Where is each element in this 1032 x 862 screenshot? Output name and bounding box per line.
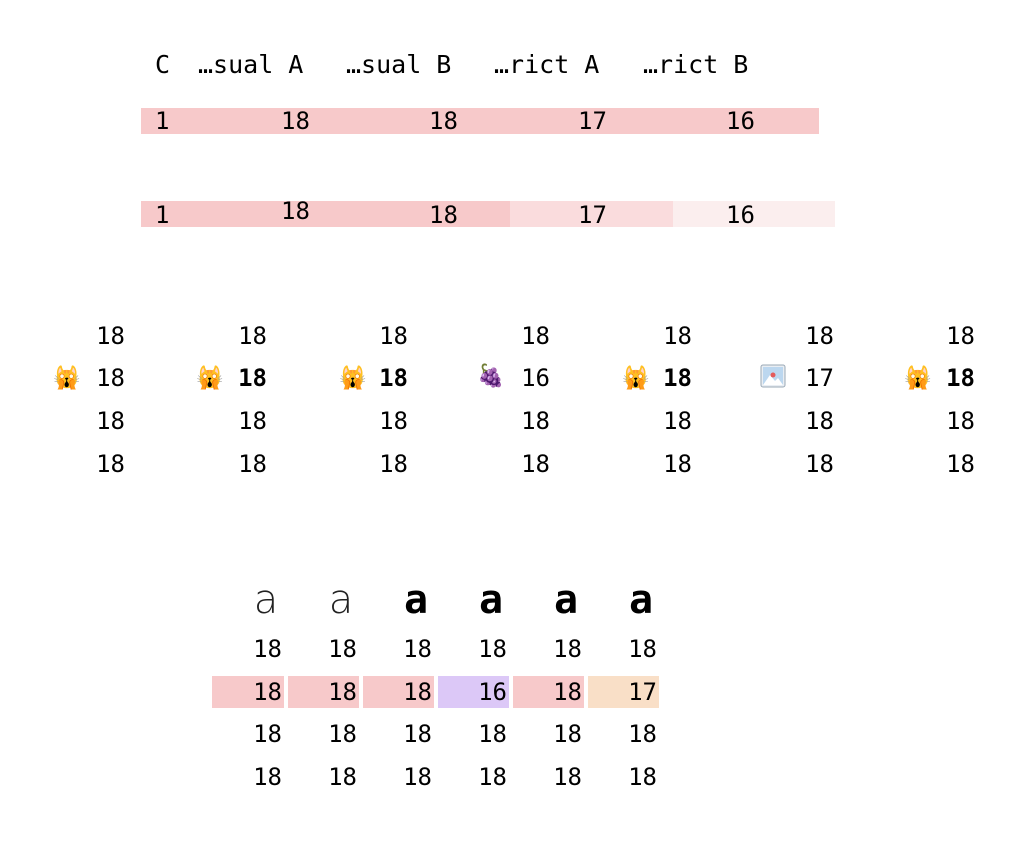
bottom-r4-c5: 18 <box>553 763 582 791</box>
bar-row-2-value-strict-b: 16 <box>726 201 755 229</box>
bottom-r2-c6: 17 <box>628 678 657 706</box>
bottom-r3-c2: 18 <box>328 720 357 748</box>
grid-col-2-row-1: 18 <box>238 322 267 350</box>
glyph-bold-3: a <box>553 577 579 623</box>
bottom-r4-c1: 18 <box>253 763 282 791</box>
grid-col-6-row-4: 18 <box>805 450 834 478</box>
grid-col-7-row-2: 18 <box>946 364 975 392</box>
bar-row-1-value-strict-b: 16 <box>726 107 755 135</box>
glyph-bold-4: a <box>628 577 654 623</box>
bottom-r3-c5: 18 <box>553 720 582 748</box>
bar-row-1-value-strict-a: 17 <box>578 107 607 135</box>
bar-row-2-value-casual-a: 18 <box>281 197 310 225</box>
bottom-r4-c4: 18 <box>478 763 507 791</box>
grid-col-3-row-2: 18 <box>379 364 408 392</box>
grid-col-1-row-2: 18 <box>96 364 125 392</box>
screaming-cat-icon: 🙀 <box>622 365 650 391</box>
bar-row-2-value-strict-a: 17 <box>578 201 607 229</box>
bottom-r4-c3: 18 <box>403 763 432 791</box>
grid-col-7-row-3: 18 <box>946 407 975 435</box>
grid-col-4-row-3: 18 <box>521 407 550 435</box>
highlight-cell-4 <box>438 676 509 708</box>
column-header-c: C <box>155 50 171 79</box>
grid-col-4-row-2: 16 <box>521 364 550 392</box>
glyph-light-1: a <box>253 577 279 623</box>
glyph-bold-2: a <box>478 577 504 623</box>
grid-col-3-row-1: 18 <box>379 322 408 350</box>
grid-col-1-row-4: 18 <box>96 450 125 478</box>
bottom-r2-c5: 18 <box>553 678 582 706</box>
column-header-strict-b: …rict B <box>643 50 749 79</box>
bottom-r1-c1: 18 <box>253 635 282 663</box>
bar-row-2-value-c: 1 <box>155 201 170 229</box>
bottom-r3-c6: 18 <box>628 720 657 748</box>
screaming-cat-icon: 🙀 <box>339 365 367 391</box>
bottom-r4-c6: 18 <box>628 763 657 791</box>
bottom-r2-c2: 18 <box>328 678 357 706</box>
grid-col-3-row-3: 18 <box>379 407 408 435</box>
bottom-r1-c2: 18 <box>328 635 357 663</box>
grid-col-4-row-1: 18 <box>521 322 550 350</box>
column-header-casual-a: …sual A <box>198 50 304 79</box>
bottom-r3-c4: 18 <box>478 720 507 748</box>
bar-row-2-segment-3 <box>673 201 835 227</box>
grid-col-6-row-1: 18 <box>805 322 834 350</box>
grid-col-3-row-4: 18 <box>379 450 408 478</box>
grid-col-5-row-2: 18 <box>663 364 692 392</box>
highlight-cell-6 <box>588 676 659 708</box>
bottom-r3-c3: 18 <box>403 720 432 748</box>
grid-col-2-row-2: 18 <box>238 364 267 392</box>
bottom-r2-c4: 16 <box>478 678 507 706</box>
bar-row-2-segment-1 <box>141 201 510 227</box>
screaming-cat-icon: 🙀 <box>53 365 81 391</box>
grid-col-2-row-3: 18 <box>238 407 267 435</box>
grid-col-1-row-1: 18 <box>96 322 125 350</box>
column-header-strict-a: …rict A <box>494 50 600 79</box>
bar-row-1-background <box>141 108 819 134</box>
grid-col-2-row-4: 18 <box>238 450 267 478</box>
grid-col-5-row-1: 18 <box>663 322 692 350</box>
grid-col-5-row-3: 18 <box>663 407 692 435</box>
bottom-r4-c2: 18 <box>328 763 357 791</box>
grid-col-4-row-4: 18 <box>521 450 550 478</box>
highlight-cell-1 <box>212 676 284 708</box>
broken-image-icon <box>760 363 786 389</box>
bottom-r1-c6: 18 <box>628 635 657 663</box>
glyph-light-2: a <box>328 577 354 623</box>
bar-row-1-value-casual-b: 18 <box>429 107 458 135</box>
bottom-r3-c1: 18 <box>253 720 282 748</box>
highlight-cell-5 <box>513 676 584 708</box>
grid-col-5-row-4: 18 <box>663 450 692 478</box>
highlight-cell-3 <box>363 676 434 708</box>
screaming-cat-icon: 🙀 <box>196 365 224 391</box>
glyph-bold-1: a <box>403 577 429 623</box>
screaming-cat-icon: 🙀 <box>904 365 932 391</box>
bottom-r1-c3: 18 <box>403 635 432 663</box>
column-header-casual-b: …sual B <box>346 50 452 79</box>
bottom-r2-c3: 18 <box>403 678 432 706</box>
grid-col-6-row-3: 18 <box>805 407 834 435</box>
highlight-cell-2 <box>288 676 359 708</box>
grid-col-1-row-3: 18 <box>96 407 125 435</box>
grapes-icon: 🍇 <box>477 363 505 389</box>
bottom-r1-c5: 18 <box>553 635 582 663</box>
bar-row-1-value-casual-a: 18 <box>281 107 310 135</box>
bar-row-2-segment-2 <box>510 201 673 227</box>
bottom-r2-c1: 18 <box>253 678 282 706</box>
bar-row-1-value-c: 1 <box>155 107 170 135</box>
bar-row-2-value-casual-b: 18 <box>429 201 458 229</box>
grid-col-7-row-4: 18 <box>946 450 975 478</box>
bottom-r1-c4: 18 <box>478 635 507 663</box>
grid-col-7-row-1: 18 <box>946 322 975 350</box>
grid-col-6-row-2: 17 <box>805 364 834 392</box>
